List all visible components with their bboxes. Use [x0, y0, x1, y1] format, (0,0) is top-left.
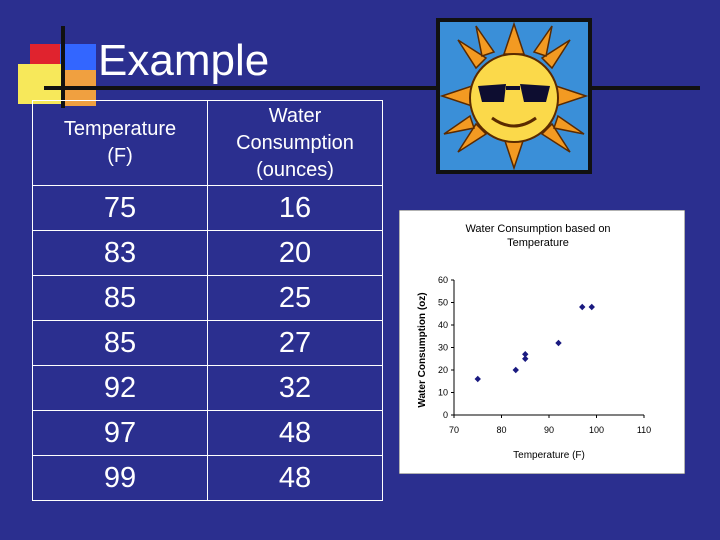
header-temperature: Temperature (F): [32, 100, 208, 186]
chart-x-axis-label: Temperature (F): [513, 450, 585, 461]
scatter-chart: Water Consumption based on Temperature Wa…: [399, 210, 685, 474]
x-tick-label: 70: [449, 425, 459, 435]
table-row: 92 32: [32, 365, 383, 411]
cell-temperature: 92: [32, 365, 208, 411]
cell-water: 16: [207, 185, 383, 231]
y-tick-label: 10: [438, 388, 448, 398]
data-table: Temperature (F) Water Consumption (ounce…: [32, 100, 383, 501]
data-point: [522, 355, 529, 362]
table-row: 99 48: [32, 455, 383, 501]
cell-temperature: 97: [32, 410, 208, 456]
sun-with-sunglasses-icon: [436, 18, 592, 174]
data-point: [579, 303, 586, 311]
y-tick-label: 20: [438, 365, 448, 375]
table-row: 85 25: [32, 275, 383, 321]
cell-water: 48: [207, 455, 383, 501]
decor-yellow-block: [18, 64, 62, 104]
chart-background: [399, 210, 685, 474]
table-row: 75 16: [32, 185, 383, 231]
chart-axes: 0 10 20 30 40 50 60 70 80 90 100 110: [438, 275, 651, 435]
x-tick-label: 110: [637, 425, 651, 435]
data-point: [512, 366, 519, 374]
table-header-row: Temperature (F) Water Consumption (ounce…: [32, 100, 383, 186]
cell-water: 32: [207, 365, 383, 411]
chart-y-axis-label: Water Consumption (oz): [417, 292, 428, 407]
data-point: [474, 375, 481, 383]
cell-temperature: 83: [32, 230, 208, 276]
cell-water: 27: [207, 320, 383, 366]
table-row: 83 20: [32, 230, 383, 276]
x-tick-label: 80: [496, 425, 506, 435]
table-row: 97 48: [32, 410, 383, 456]
y-tick-label: 0: [443, 410, 448, 420]
x-tick-label: 90: [544, 425, 554, 435]
cell-temperature: 85: [32, 275, 208, 321]
cell-temperature: 75: [32, 185, 208, 231]
y-tick-label: 60: [438, 275, 448, 285]
cell-temperature: 85: [32, 320, 208, 366]
slide-title: Example: [98, 36, 270, 85]
table-row: 85 27: [32, 320, 383, 366]
x-tick-label: 100: [589, 425, 604, 435]
y-tick-label: 40: [438, 320, 448, 330]
cell-water: 25: [207, 275, 383, 321]
cell-temperature: 99: [32, 455, 208, 501]
header-water-consumption: Water Consumption (ounces): [207, 100, 383, 186]
chart-title: Water Consumption based on Temperature: [465, 223, 610, 249]
decor-horizontal-line: [44, 86, 700, 90]
y-tick-label: 50: [438, 298, 448, 308]
decor-vertical-line: [61, 26, 65, 108]
y-tick-label: 30: [438, 343, 448, 353]
cell-water: 48: [207, 410, 383, 456]
data-point: [555, 339, 562, 347]
data-point: [522, 351, 529, 358]
data-point: [588, 303, 595, 311]
chart-points: [474, 303, 595, 383]
cell-water: 20: [207, 230, 383, 276]
